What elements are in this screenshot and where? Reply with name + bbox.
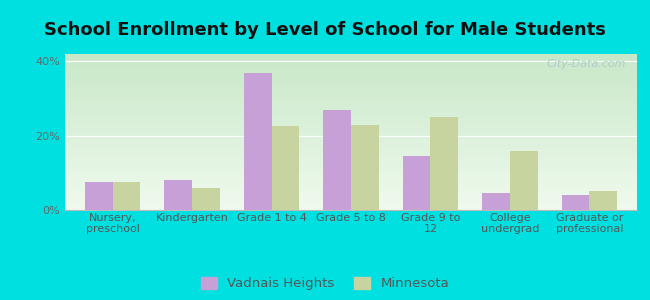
Bar <box>244 73 272 210</box>
Legend: Vadnais Heights, Minnesota: Vadnais Heights, Minnesota <box>201 277 449 290</box>
Bar <box>323 110 351 210</box>
Bar <box>562 195 590 210</box>
Bar <box>85 182 112 210</box>
Bar <box>112 182 140 210</box>
Bar <box>590 191 617 210</box>
Bar <box>192 188 220 210</box>
Bar <box>430 117 458 210</box>
Text: School Enrollment by Level of School for Male Students: School Enrollment by Level of School for… <box>44 21 606 39</box>
Bar <box>482 193 510 210</box>
Bar <box>272 126 300 210</box>
Bar <box>510 151 538 210</box>
Text: City-Data.com: City-Data.com <box>546 59 625 69</box>
Bar <box>164 180 192 210</box>
Bar <box>402 156 430 210</box>
Bar <box>351 124 379 210</box>
